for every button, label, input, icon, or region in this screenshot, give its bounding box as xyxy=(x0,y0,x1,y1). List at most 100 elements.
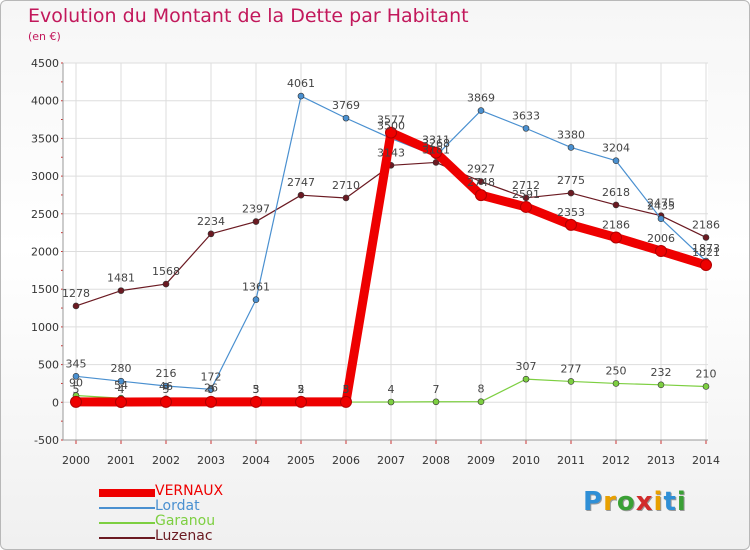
data-point-luzenac xyxy=(702,234,710,241)
data-label-vernaux: 5 xyxy=(343,383,350,396)
data-point-lordat xyxy=(162,382,170,390)
y-tick-label: 4500 xyxy=(31,57,59,70)
data-point-luzenac xyxy=(522,194,530,202)
data-label-garanou: 2 xyxy=(298,383,305,396)
proxiti-logo: Proxiti xyxy=(583,487,687,517)
data-label-lordat: 1361 xyxy=(242,281,270,294)
data-label-luzenac: 2712 xyxy=(512,179,540,192)
data-label-garanou: 7 xyxy=(433,383,440,396)
data-label-lordat: 216 xyxy=(156,367,177,380)
data-label-luzenac: 2397 xyxy=(242,203,270,216)
data-point-vernaux xyxy=(250,395,262,408)
data-label-garanou: 26 xyxy=(204,381,218,394)
y-tick-label: 3000 xyxy=(31,170,59,183)
data-point-garanou xyxy=(432,398,440,406)
data-label-lordat: 3380 xyxy=(557,128,585,141)
data-point-vernaux xyxy=(700,258,712,271)
data-point-vernaux xyxy=(295,395,307,408)
data-point-vernaux xyxy=(70,395,82,408)
data-label-luzenac: 2475 xyxy=(647,197,675,210)
data-point-lordat xyxy=(567,144,575,151)
data-point-lordat xyxy=(297,92,305,100)
data-label-vernaux: 2006 xyxy=(647,232,675,245)
y-tick-label: 4000 xyxy=(31,95,59,108)
legend-swatch xyxy=(99,537,155,539)
data-label-luzenac: 3181 xyxy=(422,143,450,156)
data-label-luzenac: 2234 xyxy=(197,215,225,228)
data-point-luzenac xyxy=(162,280,170,288)
data-label-garanou: 90 xyxy=(69,377,83,390)
x-tick-label: 2001 xyxy=(107,454,135,467)
data-label-lordat: 3268 xyxy=(422,137,450,150)
data-point-luzenac xyxy=(342,194,350,202)
x-tick-label: 2011 xyxy=(557,454,585,467)
data-label-luzenac: 2927 xyxy=(467,163,495,176)
data-label-garanou: 54 xyxy=(114,379,128,392)
data-point-lordat xyxy=(72,372,80,380)
data-point-garanou xyxy=(387,398,395,406)
data-label-luzenac: 2186 xyxy=(692,218,720,231)
data-point-lordat xyxy=(207,386,215,393)
x-tick-label: 2012 xyxy=(602,454,630,467)
data-point-luzenac xyxy=(117,287,125,294)
data-label-vernaux: 5 xyxy=(298,383,305,396)
data-label-luzenac: 2618 xyxy=(602,186,630,199)
data-point-vernaux xyxy=(475,189,487,202)
data-label-luzenac: 2775 xyxy=(557,174,585,187)
data-point-vernaux xyxy=(115,395,127,408)
data-point-lordat xyxy=(477,107,485,114)
data-point-luzenac xyxy=(612,201,620,209)
x-tick-label: 2000 xyxy=(62,454,90,467)
data-label-luzenac: 2747 xyxy=(287,176,315,189)
data-label-vernaux: 1821 xyxy=(692,246,720,259)
data-label-garanou: 46 xyxy=(159,380,173,393)
data-label-garanou: 210 xyxy=(696,367,717,380)
data-label-vernaux: 2186 xyxy=(602,218,630,231)
y-tick-label: 0 xyxy=(52,396,59,409)
data-label-garanou: 8 xyxy=(478,383,485,396)
data-label-luzenac: 2710 xyxy=(332,179,360,192)
x-tick-label: 2009 xyxy=(467,454,495,467)
legend-label: VERNAUX xyxy=(155,483,224,499)
data-point-vernaux xyxy=(385,126,397,139)
x-tick-label: 2004 xyxy=(242,454,270,467)
data-point-garanou xyxy=(522,375,530,383)
data-point-vernaux xyxy=(655,245,667,258)
x-tick-label: 2003 xyxy=(197,454,225,467)
y-tick-label: 2000 xyxy=(31,246,59,259)
data-point-garanou xyxy=(657,381,665,389)
legend-label: Lordat xyxy=(155,498,200,514)
y-tick-label: 2500 xyxy=(31,208,59,221)
data-point-lordat xyxy=(252,296,260,303)
data-label-vernaux: 3577 xyxy=(377,114,405,127)
data-label-garanou: 232 xyxy=(651,366,672,379)
data-label-luzenac: 1568 xyxy=(152,265,180,278)
data-point-lordat xyxy=(117,377,125,385)
x-tick-label: 2007 xyxy=(377,454,405,467)
data-label-garanou: 250 xyxy=(606,364,627,377)
data-point-luzenac xyxy=(207,230,215,238)
data-label-lordat: 4061 xyxy=(287,77,315,90)
data-label-vernaux: 2591 xyxy=(512,188,540,201)
data-label-luzenac: 3143 xyxy=(377,146,405,159)
data-point-garanou xyxy=(702,383,710,390)
chart-title: Evolution du Montant de la Dette par Hab… xyxy=(28,5,469,27)
y-tick-label: 3500 xyxy=(31,132,59,145)
legend-label: Luzenac xyxy=(155,528,213,544)
data-label-lordat: 3869 xyxy=(467,92,495,105)
data-label-lordat: 2435 xyxy=(647,200,675,213)
data-point-lordat xyxy=(522,125,530,132)
data-label-garanou: 3 xyxy=(343,383,350,396)
x-tick-label: 2013 xyxy=(647,454,675,467)
legend-label: Garanou xyxy=(155,513,216,529)
data-label-lordat: 3633 xyxy=(512,109,540,122)
data-point-vernaux xyxy=(205,395,217,408)
data-point-lordat xyxy=(612,157,620,165)
data-point-lordat xyxy=(657,215,665,223)
legend-swatch xyxy=(99,522,155,524)
data-label-vernaux: 5 xyxy=(73,383,80,396)
data-point-luzenac xyxy=(297,191,305,199)
data-point-lordat xyxy=(342,114,350,122)
